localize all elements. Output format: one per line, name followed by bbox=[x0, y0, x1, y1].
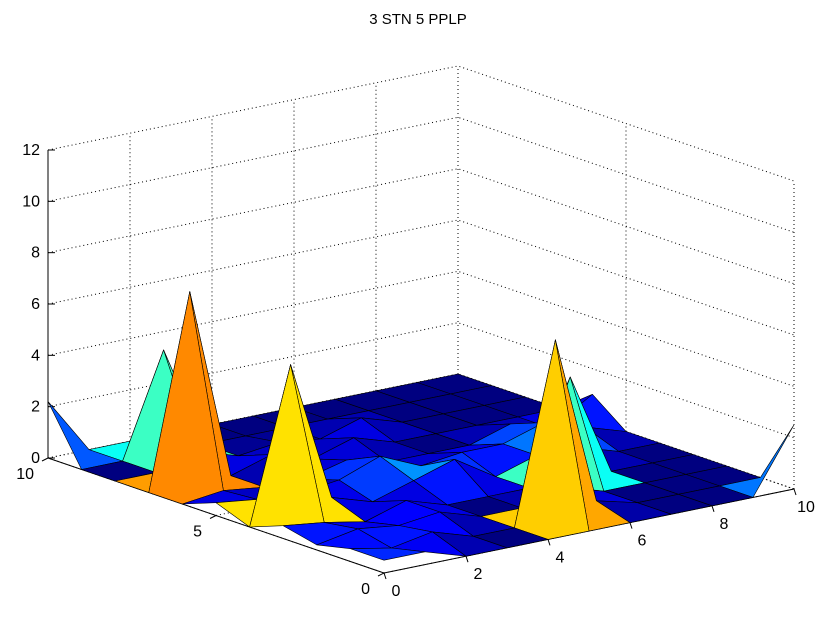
y-tick-mark bbox=[41, 457, 49, 462]
x-tick-mark bbox=[465, 556, 469, 563]
z-tick-label: 6 bbox=[31, 296, 40, 313]
z-tick-label: 2 bbox=[31, 399, 40, 416]
surface-face bbox=[719, 424, 795, 498]
chart-title: 3 STN 5 PPLP bbox=[369, 11, 467, 28]
x-tick-label: 4 bbox=[556, 549, 565, 566]
y-tick-mark bbox=[209, 515, 217, 519]
y-tick-label: 10 bbox=[16, 466, 34, 483]
x-tick-mark bbox=[547, 539, 551, 546]
grid-line bbox=[47, 116, 795, 233]
surface-face bbox=[350, 547, 426, 561]
x-tick-mark bbox=[793, 488, 797, 496]
y-tick-label: 0 bbox=[361, 581, 370, 598]
grid-line bbox=[47, 168, 795, 285]
x-tick-mark bbox=[711, 505, 715, 512]
x-tick-mark bbox=[383, 572, 387, 580]
surface-face bbox=[47, 401, 123, 470]
x-tick-label: 2 bbox=[474, 566, 483, 583]
z-tick-label: 8 bbox=[31, 245, 40, 262]
z-tick-label: 12 bbox=[22, 142, 40, 159]
x-tick-mark bbox=[629, 522, 633, 529]
z-tick-label: 4 bbox=[31, 347, 40, 364]
z-tick-label: 0 bbox=[31, 450, 40, 467]
x-tick-label: 0 bbox=[392, 583, 401, 600]
x-tick-label: 8 bbox=[720, 516, 729, 533]
grid-line bbox=[47, 65, 795, 182]
surface-layer bbox=[47, 291, 795, 561]
x-tick-label: 10 bbox=[797, 499, 815, 516]
grid-line bbox=[47, 219, 795, 336]
z-tick-label: 10 bbox=[22, 193, 40, 210]
y-tick-mark bbox=[377, 572, 385, 577]
x-tick-label: 6 bbox=[638, 533, 647, 550]
y-tick-label: 5 bbox=[193, 524, 202, 541]
